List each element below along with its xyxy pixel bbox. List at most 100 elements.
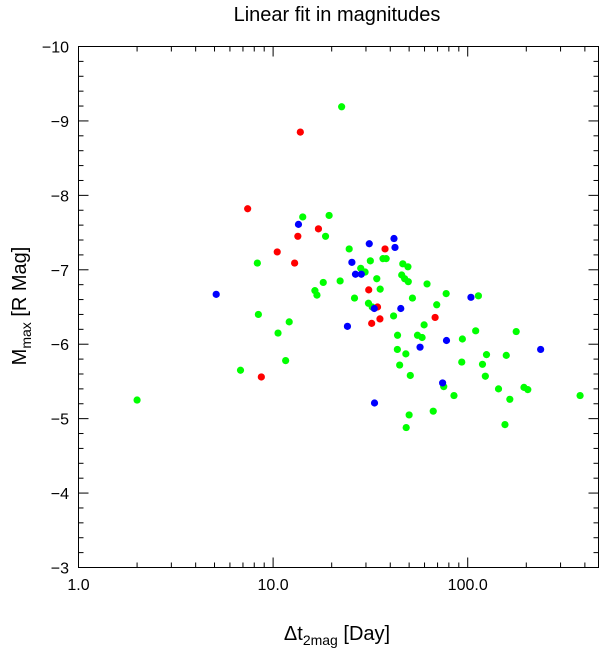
data-point bbox=[393, 331, 402, 339]
data-point bbox=[273, 248, 281, 256]
data-point bbox=[512, 327, 520, 336]
data-point bbox=[345, 245, 353, 253]
data-point bbox=[348, 258, 356, 266]
data-point bbox=[467, 293, 475, 301]
data-point bbox=[319, 278, 327, 287]
data-point bbox=[376, 285, 384, 293]
data-point bbox=[391, 243, 399, 252]
data-point bbox=[351, 270, 360, 278]
data-point bbox=[370, 304, 378, 313]
data-point bbox=[254, 310, 262, 319]
data-point bbox=[376, 315, 384, 323]
data-point bbox=[418, 333, 426, 342]
data-point bbox=[474, 292, 483, 300]
data-point bbox=[350, 294, 359, 302]
data-point bbox=[402, 423, 410, 432]
data-point bbox=[338, 103, 346, 111]
x-tick-label: 100.0 bbox=[448, 577, 488, 594]
data-point bbox=[405, 411, 413, 419]
data-point bbox=[423, 280, 431, 288]
data-point bbox=[494, 385, 503, 393]
data-point bbox=[282, 356, 290, 365]
data-point bbox=[458, 358, 466, 366]
data-point bbox=[357, 270, 365, 278]
plot-frame bbox=[78, 46, 599, 568]
y-axis-label: Mmax [R Mag] bbox=[9, 247, 34, 366]
data-point bbox=[296, 128, 304, 136]
data-point bbox=[373, 275, 381, 283]
data-point bbox=[458, 335, 466, 343]
data-point bbox=[212, 290, 220, 298]
data-point bbox=[381, 245, 389, 253]
data-point bbox=[402, 350, 410, 358]
data-point bbox=[236, 366, 245, 374]
data-point bbox=[336, 277, 344, 285]
data-point bbox=[253, 259, 261, 267]
data-point bbox=[244, 205, 252, 213]
x-axis-label: Δt2mag [Day] bbox=[284, 623, 390, 648]
y-tick-label: −9 bbox=[51, 114, 69, 131]
data-point bbox=[450, 391, 458, 400]
data-point bbox=[442, 336, 451, 345]
data-point bbox=[408, 294, 417, 302]
data-point bbox=[294, 220, 303, 228]
data-point bbox=[576, 391, 584, 400]
data-point bbox=[365, 240, 373, 248]
data-point bbox=[313, 291, 321, 299]
data-points bbox=[133, 103, 584, 432]
data-point bbox=[439, 379, 447, 387]
data-point bbox=[404, 278, 412, 286]
y-tick-label: −4 bbox=[51, 486, 69, 503]
data-point bbox=[257, 373, 265, 381]
data-point bbox=[366, 257, 374, 265]
data-point bbox=[442, 290, 450, 298]
data-point bbox=[502, 351, 510, 359]
data-point bbox=[506, 395, 514, 403]
data-point bbox=[389, 312, 398, 320]
data-point bbox=[524, 386, 532, 394]
y-tick-label: −10 bbox=[42, 40, 69, 57]
y-tick-label: −5 bbox=[51, 412, 69, 429]
data-point bbox=[285, 318, 293, 326]
data-point bbox=[274, 329, 282, 337]
data-point bbox=[314, 225, 323, 233]
y-axis-ticks: −10 −9 −8 −7 −6 −5 −4 −3 bbox=[42, 40, 599, 578]
data-point bbox=[393, 345, 401, 354]
data-point bbox=[472, 327, 480, 335]
data-point bbox=[429, 407, 437, 415]
data-point bbox=[390, 234, 398, 243]
data-point bbox=[537, 345, 545, 354]
data-point bbox=[368, 319, 376, 327]
data-point bbox=[299, 213, 307, 221]
data-point bbox=[382, 255, 390, 263]
x-tick-label: 10.0 bbox=[258, 577, 289, 594]
data-point bbox=[406, 371, 414, 380]
data-point bbox=[431, 313, 439, 322]
data-point bbox=[325, 211, 333, 220]
y-tick-label: −6 bbox=[51, 337, 69, 354]
data-point bbox=[370, 399, 379, 407]
data-point bbox=[291, 259, 299, 267]
x-tick-label: 1.0 bbox=[67, 577, 89, 594]
data-point bbox=[343, 322, 352, 330]
y-tick-label: −7 bbox=[51, 263, 69, 280]
data-point bbox=[481, 372, 489, 380]
data-point bbox=[482, 351, 491, 359]
data-point bbox=[478, 360, 487, 368]
x-axis-ticks: 1.0 10.0 100.0 bbox=[67, 46, 586, 594]
data-point bbox=[321, 232, 330, 240]
data-point bbox=[433, 301, 441, 309]
y-tick-label: −8 bbox=[51, 188, 69, 205]
data-point bbox=[396, 361, 404, 369]
data-point bbox=[501, 420, 509, 429]
y-tick-label: −3 bbox=[51, 561, 69, 578]
data-point bbox=[294, 232, 302, 240]
data-point bbox=[133, 396, 141, 404]
data-point bbox=[416, 343, 424, 351]
data-point bbox=[365, 286, 373, 294]
data-point bbox=[404, 263, 412, 271]
data-point bbox=[397, 304, 405, 313]
chart-title: Linear fit in magnitudes bbox=[234, 4, 441, 26]
data-point bbox=[420, 321, 428, 329]
